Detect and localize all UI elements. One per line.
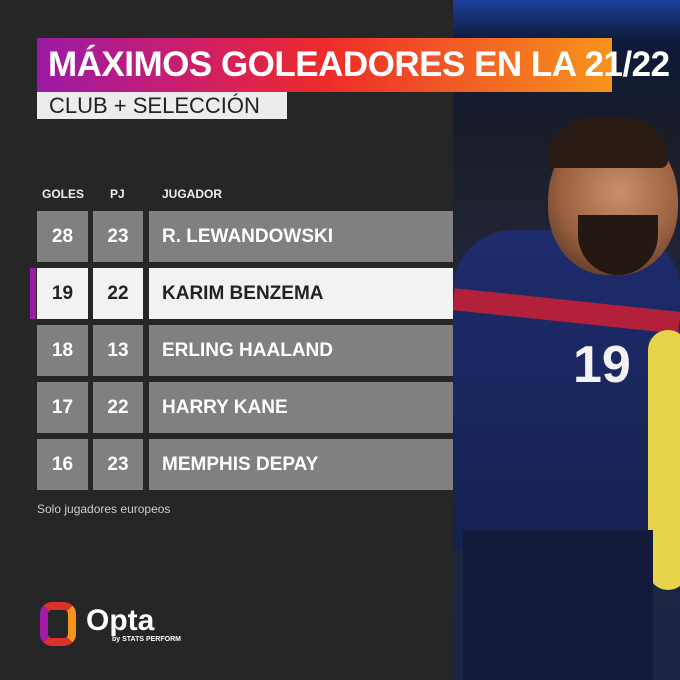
player-cell: ERLING HAALAND (149, 325, 453, 376)
matches-cell: 23 (93, 211, 143, 262)
highlight-marker (30, 268, 36, 319)
goals-cell: 28 (37, 211, 88, 262)
shorts (463, 530, 653, 680)
player-hair (548, 118, 668, 168)
footnote: Solo jugadores europeos (37, 502, 171, 516)
matches-cell: 13 (93, 325, 143, 376)
header-pj: PJ (110, 187, 125, 201)
brand-name: Opta (86, 604, 155, 637)
matches-cell: 23 (93, 439, 143, 490)
player-cell: R. LEWANDOWSKI (149, 211, 453, 262)
opta-logo-icon (40, 602, 76, 646)
table-row: 18 13 ERLING HAALAND (37, 325, 453, 376)
table-row: 17 22 HARRY KANE (37, 382, 453, 433)
header-goles: GOLES (42, 187, 85, 201)
goals-cell: 19 (37, 268, 88, 319)
goals-cell: 18 (37, 325, 88, 376)
opponent-figure (648, 330, 680, 590)
player-photo: 19 (453, 0, 680, 680)
jersey (453, 230, 680, 550)
player-cell: HARRY KANE (149, 382, 453, 433)
table-row: 16 23 MEMPHIS DEPAY (37, 439, 453, 490)
goals-cell: 16 (37, 439, 88, 490)
title: MÁXIMOS GOLEADORES EN LA 21/22 (37, 38, 670, 92)
header-jugador: JUGADOR (162, 187, 223, 201)
table-row: 28 23 R. LEWANDOWSKI (37, 211, 453, 262)
goals-cell: 17 (37, 382, 88, 433)
brand-sub: by STATS PERFORM (112, 636, 181, 643)
table-row: 19 22 KARIM BENZEMA (30, 268, 453, 319)
jersey-number: 19 (573, 336, 631, 394)
player-cell: KARIM BENZEMA (149, 268, 453, 319)
matches-cell: 22 (93, 382, 143, 433)
matches-cell: 22 (93, 268, 143, 319)
player-cell: MEMPHIS DEPAY (149, 439, 453, 490)
subtitle: CLUB + SELECCIÓN (37, 92, 287, 119)
